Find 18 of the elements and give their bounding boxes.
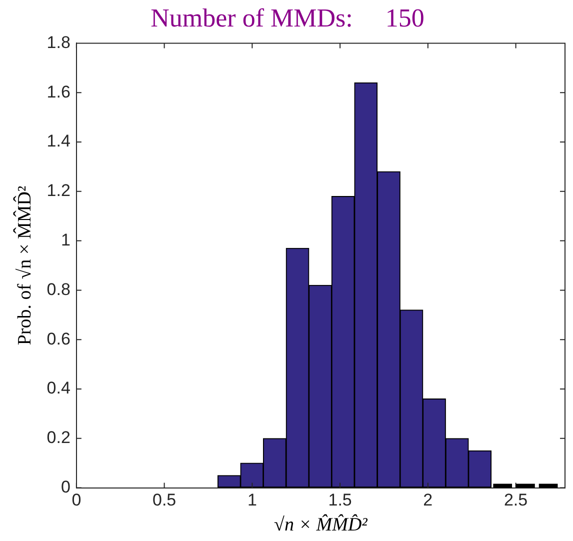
x-tick-label: 1 <box>247 490 257 510</box>
x-tick-label: 2 <box>423 490 433 510</box>
y-tick-label: 1.2 <box>46 181 70 200</box>
y-tick-label: 0.4 <box>46 378 70 398</box>
x-tick-label: 2.5 <box>504 490 528 510</box>
y-tick-label: 0.8 <box>46 280 70 299</box>
y-axis-title: Prob. of √n × M̂M̂D̂² <box>12 186 36 346</box>
x-axis-title: √n × M̂M̂D̂² <box>274 513 368 536</box>
y-tick-label: 1.8 <box>46 32 70 52</box>
y-tick-label: 1 <box>60 230 70 250</box>
y-tick-label: 1.6 <box>46 82 70 102</box>
y-tick-label: 0.6 <box>46 329 70 348</box>
x-tick-label: 1.5 <box>328 490 352 510</box>
chart-title: Number of MMDs: 150 <box>150 3 424 32</box>
y-tick-label: 0 <box>60 477 70 496</box>
y-tick-label: 1.4 <box>46 132 70 151</box>
y-tick-label: 0.2 <box>46 428 70 448</box>
x-tick-label: 0.5 <box>152 490 176 510</box>
